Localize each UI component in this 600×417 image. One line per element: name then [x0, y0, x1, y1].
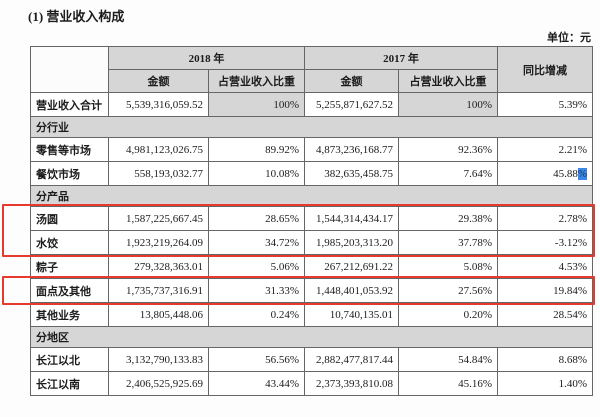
header-pct-2018: 占营业收入比重	[208, 69, 305, 93]
table-cell: 1,923,219,264.09	[108, 230, 209, 255]
table-cell: 1,587,225,667.45	[108, 206, 209, 231]
table-row: 长江以北 3,132,790,133.83 56.56% 2,882,477,817.…	[30, 347, 593, 372]
table-cell: 0.24%	[208, 302, 305, 327]
header-year-2018: 2018 年	[108, 46, 305, 70]
table-cell: 31.33%	[208, 278, 305, 303]
table-row: 粽子 279,328,363.01 5.06% 267,212,691.22 5.08%…	[30, 254, 593, 279]
page-title: (1) 营业收入构成	[28, 9, 125, 24]
table-cell: 34.72%	[208, 230, 305, 255]
table-cell: 2,882,477,817.44	[304, 347, 399, 372]
table-cell: 45.88%	[497, 161, 593, 186]
table-cell: 3,132,790,133.83	[108, 347, 209, 372]
table-row: 汤圆 1,587,225,667.45 28.65% 1,544,314,434.17…	[30, 206, 593, 231]
table-cell: 19.84%	[497, 278, 593, 303]
table-cell: 43.44%	[208, 371, 305, 396]
table-cell: 5,539,316,059.52	[108, 92, 209, 117]
table-cell: 1.40%	[497, 371, 593, 396]
row-label: 汤圆	[30, 206, 109, 231]
table-cell: 13,805,448.06	[108, 302, 209, 327]
table-cell: 1,735,737,316.91	[108, 278, 209, 303]
table-cell: 2,406,525,925.69	[108, 371, 209, 396]
section-row: 分地区	[30, 326, 593, 348]
table-cell: -3.12%	[497, 230, 593, 255]
table-row: 水饺 1,923,219,264.09 34.72% 1,985,203,313.20…	[30, 230, 593, 255]
table-cell: 2.78%	[497, 206, 593, 231]
table-cell: 28.65%	[208, 206, 305, 231]
table-row: 零售等市场 4,981,123,026.75 89.92% 4,873,236,168…	[30, 137, 593, 162]
table-cell: 4,873,236,168.77	[304, 137, 399, 162]
table-row: 餐饮市场 558,193,032.77 10.08% 382,635,458.75 7.…	[30, 161, 593, 186]
header-year-2017: 2017 年	[304, 46, 498, 70]
table-row: 面点及其他 1,735,737,316.91 31.33% 1,448,401,053…	[30, 278, 593, 303]
table-row: 营业收入合计 5,539,316,059.52 100% 5,255,871,627.…	[30, 92, 593, 117]
table-cell: 10,740,135.01	[304, 302, 399, 327]
row-label: 面点及其他	[30, 278, 109, 303]
section-label: 分行业	[30, 116, 593, 138]
table-header: 2018 年 2017 年 同比增减 金额 占营业收入比重 金额 占营业收入比重	[30, 46, 593, 93]
table-cell: 5.08%	[398, 254, 498, 279]
header-pct-2017: 占营业收入比重	[398, 69, 498, 93]
section-row: 分产品	[30, 185, 593, 207]
table-cell: 100%	[398, 92, 498, 117]
table-cell: 1,985,203,313.20	[304, 230, 399, 255]
table-cell: 1,544,314,434.17	[304, 206, 399, 231]
section-label: 分地区	[30, 326, 593, 348]
row-label: 零售等市场	[30, 137, 109, 162]
table-row: 长江以南 2,406,525,925.69 43.44% 2,373,393,810.…	[30, 371, 593, 396]
row-label: 其他业务	[30, 302, 109, 327]
header-corner-cell	[30, 46, 109, 93]
table-cell: 0.20%	[398, 302, 498, 327]
row-label: 水饺	[30, 230, 109, 255]
table-cell: 100%	[208, 92, 305, 117]
table-cell: 56.56%	[208, 347, 305, 372]
revenue-composition-table: 2018 年 2017 年 同比增减 金额 占营业收入比重 金额 占营业收入比重…	[30, 46, 593, 396]
table-cell: 37.78%	[398, 230, 498, 255]
row-label: 长江以北	[30, 347, 109, 372]
row-label: 粽子	[30, 254, 109, 279]
table-body: 营业收入合计 5,539,316,059.52 100% 5,255,871,627.…	[30, 92, 593, 396]
table-cell: 28.54%	[497, 302, 593, 327]
row-label: 长江以南	[30, 371, 109, 396]
header-yoy-change: 同比增减	[497, 46, 593, 93]
table-cell: 1,448,401,053.92	[304, 278, 399, 303]
table-cell: 5,255,871,627.52	[304, 92, 399, 117]
table-cell: 45.16%	[398, 371, 498, 396]
table-cell: 382,635,458.75	[304, 161, 399, 186]
table-cell: 8.68%	[497, 347, 593, 372]
table-cell: 29.38%	[398, 206, 498, 231]
table-cell: 27.56%	[398, 278, 498, 303]
table-cell: 4,981,123,026.75	[108, 137, 209, 162]
table-cell: 267,212,691.22	[304, 254, 399, 279]
section-label: 分产品	[30, 185, 593, 207]
table-cell: 10.08%	[208, 161, 305, 186]
table-cell: 5.06%	[208, 254, 305, 279]
table-cell: 558,193,032.77	[108, 161, 209, 186]
table-cell: 2.21%	[497, 137, 593, 162]
unit-label: 单位：元	[547, 32, 591, 44]
table-cell: 5.39%	[497, 92, 593, 117]
table-cell: 7.64%	[398, 161, 498, 186]
table-cell: 92.36%	[398, 137, 498, 162]
table-cell: 279,328,363.01	[108, 254, 209, 279]
table-cell: 4.53%	[497, 254, 593, 279]
text-selection-highlight: %	[577, 167, 587, 180]
section-row: 分行业	[30, 116, 593, 138]
table-row: 其他业务 13,805,448.06 0.24% 10,740,135.01 0.20%…	[30, 302, 593, 327]
header-amount-2018: 金额	[108, 69, 209, 93]
row-label: 营业收入合计	[30, 92, 109, 117]
header-amount-2017: 金额	[304, 69, 399, 93]
table-cell: 2,373,393,810.08	[304, 371, 399, 396]
table-cell: 89.92%	[208, 137, 305, 162]
row-label: 餐饮市场	[30, 161, 109, 186]
table-cell: 54.84%	[398, 347, 498, 372]
